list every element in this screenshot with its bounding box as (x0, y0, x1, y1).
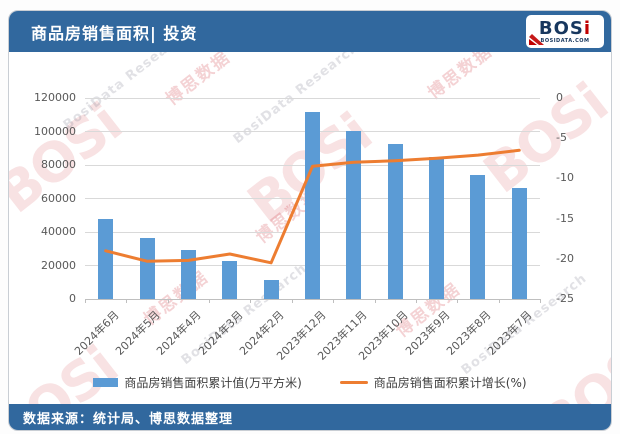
y-axis-left-tick: 0 (69, 292, 76, 305)
x-axis-tickmark (540, 299, 541, 303)
x-axis-tickmark (457, 299, 459, 303)
x-axis-label: 2024年6月 (71, 308, 122, 358)
card-header: 商品房销售面积| 投资 BOSi BOSIDATA.COM (9, 11, 611, 52)
y-axis-left-tick: 20000 (41, 258, 76, 272)
y-axis-right-tick: -15 (556, 211, 574, 225)
line-series-label: 商品房销售面积累计增长(%) (373, 376, 527, 390)
chart-body: BOSi BOSi BOSi BOSi BOSi 博思数据 BosiData R… (9, 52, 611, 404)
data-source-text: 数据来源：统计局、博思数据整理 (23, 411, 234, 427)
page-title: 商品房销售面积| 投资 (31, 23, 198, 43)
x-axis-tickmark (209, 299, 211, 303)
bar (346, 130, 362, 299)
bar (305, 111, 320, 299)
bosi-logo-url: BOSIDATA.COM (540, 37, 590, 44)
logo-stripes-icon (529, 34, 544, 45)
y-axis-right-tick: -20 (556, 251, 574, 265)
y-axis-right-tick: 0 (556, 91, 563, 104)
y-axis-left-tick: 40000 (41, 225, 76, 238)
x-axis-label: 2023年7月 (485, 308, 535, 358)
x-axis-tickmark (333, 299, 335, 303)
bar (180, 250, 196, 299)
chart-legend: 商品房销售面积累计值(万平方米) 商品房销售面积累计增长(%) (9, 374, 611, 391)
x-axis-tickmark (126, 299, 128, 303)
bar (511, 187, 527, 299)
y-axis-right-tick: -10 (556, 171, 574, 185)
combo-chart: 0 0 20000 -5 40000 -10 60000 -15 80000 -20 100000 -… (9, 52, 611, 404)
chart-card: 商品房销售面积| 投资 BOSi BOSIDATA.COM BOSi BOSi … (8, 10, 612, 431)
gridline (85, 298, 540, 300)
x-axis-tickmark (291, 299, 293, 303)
bar (98, 218, 114, 299)
trend-line (104, 148, 521, 265)
y-axis-right-tick: -25 (556, 292, 574, 305)
y-axis-right-tick: -5 (556, 131, 567, 145)
bar (387, 143, 403, 299)
y-axis-left-tick: 100000 (34, 124, 76, 138)
x-axis-tickmark (415, 299, 417, 303)
bosi-logo-text: BOSi (538, 17, 592, 39)
bar (139, 237, 155, 299)
x-axis-label: 2024年4月 (154, 308, 205, 358)
card-footer: 数据来源：统计局、博思数据整理 (9, 404, 611, 430)
bosi-logo: BOSi BOSIDATA.COM (526, 15, 604, 48)
bar (470, 175, 486, 299)
bar (222, 261, 238, 299)
bar (429, 156, 445, 299)
x-axis-tickmark (498, 299, 500, 303)
x-axis-tickmark (374, 299, 376, 303)
y-axis-left-tick: 60000 (41, 191, 76, 205)
x-axis-label: 2023年9月 (402, 308, 453, 358)
bar-series-label: 商品房销售面积累计值(万平方米) (124, 376, 302, 390)
bar-series-swatch (93, 378, 119, 387)
x-axis-tickmark (85, 299, 86, 303)
y-axis-left-tick: 120000 (34, 91, 76, 104)
x-axis-tickmark (250, 299, 252, 303)
x-axis-tickmark (167, 299, 169, 303)
y-axis-left-tick: 80000 (41, 158, 76, 171)
bar (263, 279, 279, 299)
legend-item-bars: 商品房销售面积累计值(万平方米) (93, 374, 302, 391)
legend-item-line: 商品房销售面积累计增长(%) (339, 374, 527, 391)
line-series-swatch (339, 381, 368, 384)
gridline (85, 97, 540, 99)
